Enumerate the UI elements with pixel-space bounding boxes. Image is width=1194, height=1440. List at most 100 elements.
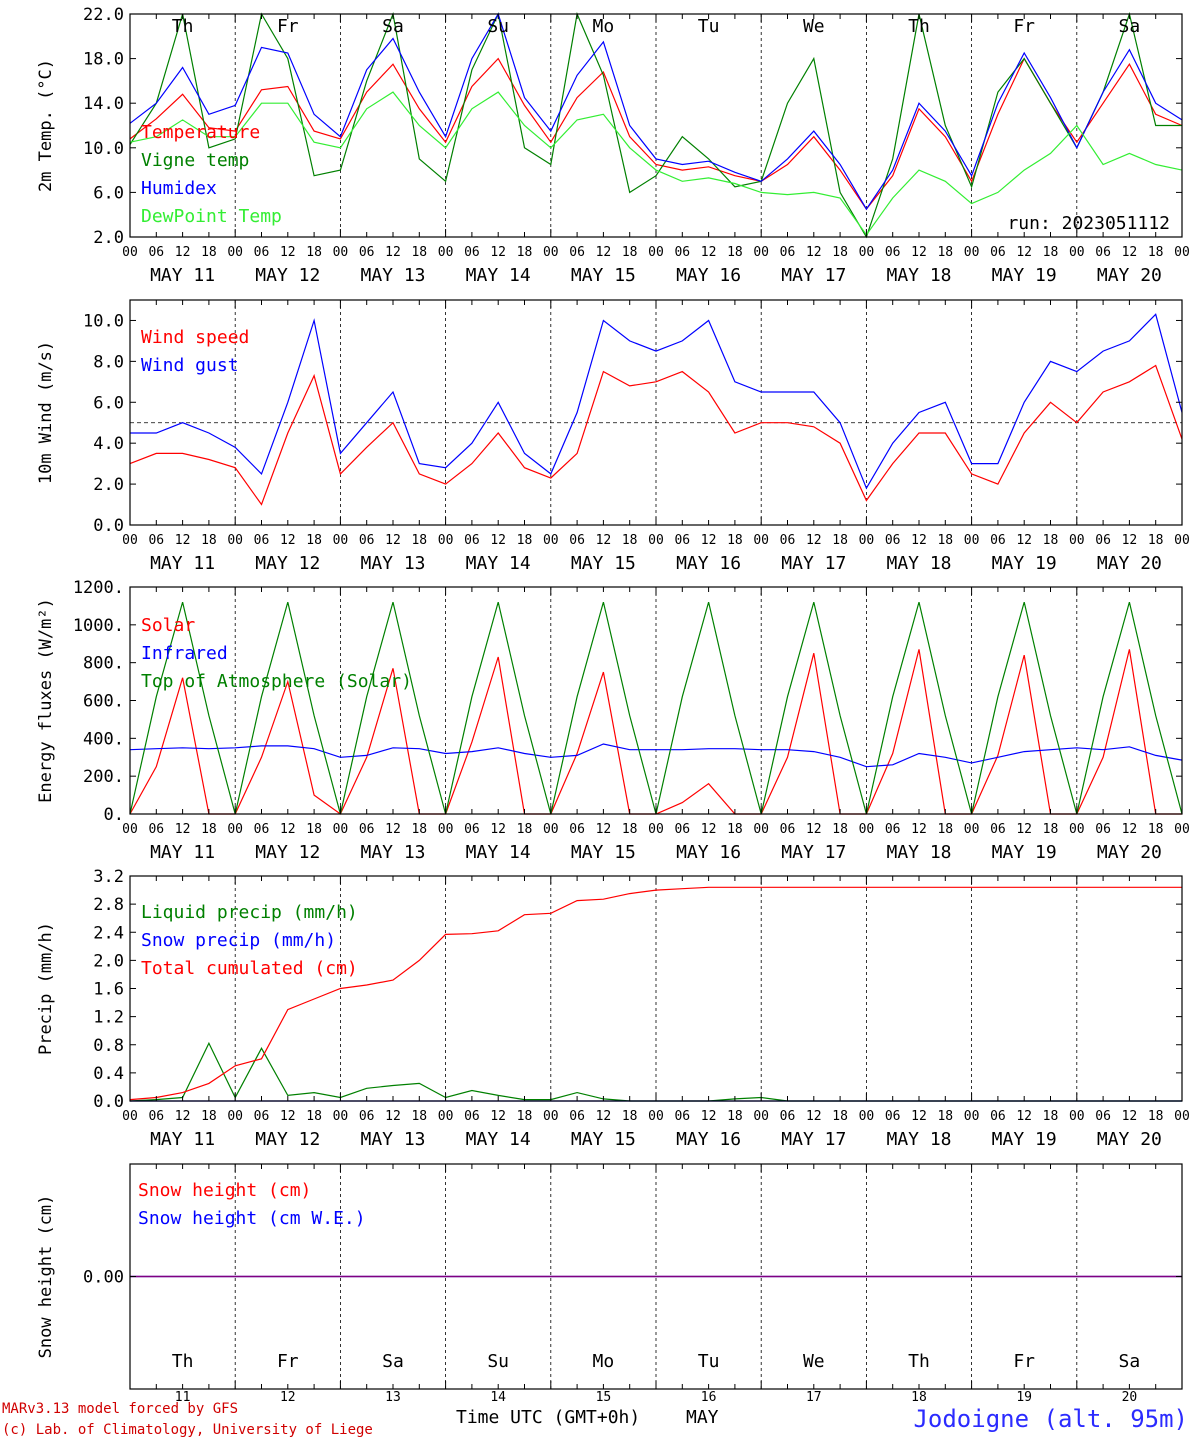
y-tick-label: 10.0 (83, 139, 124, 159)
hour-tick-label: 06 (885, 533, 901, 548)
weekday-label: Fr (1013, 16, 1035, 37)
hour-tick-label: 00 (648, 822, 664, 837)
hour-tick-label: 00 (227, 822, 243, 837)
hour-tick-label: 18 (201, 1109, 217, 1124)
hour-tick-label: 12 (280, 533, 296, 548)
hour-tick-label: 12 (911, 245, 927, 260)
footer: MARv3.13 model forced by GFS (c) Lab. of… (2, 1401, 1188, 1438)
day-number-label: 20 (1122, 1390, 1138, 1405)
hour-tick-label: 12 (175, 822, 191, 837)
hour-tick-label: 06 (674, 1109, 690, 1124)
y-tick-label: 0.4 (93, 1064, 124, 1084)
hour-tick-label: 12 (385, 245, 401, 260)
series-wind-speed (129, 364, 1183, 506)
hour-tick-label: 12 (806, 1109, 822, 1124)
hour-tick-label: 12 (1016, 245, 1032, 260)
date-label: MAY 20 (1097, 553, 1162, 574)
legend-entry: Liquid precip (mm/h) (141, 902, 358, 923)
date-label: MAY 16 (676, 1129, 741, 1150)
y-tick-label: 200. (83, 767, 124, 787)
hour-tick-label: 18 (1043, 822, 1059, 837)
y-tick-label: 8.0 (93, 352, 124, 372)
series-total-cumulated-cm (129, 886, 1182, 1101)
y-tick-label: 6.0 (93, 183, 124, 203)
date-label: MAY 12 (255, 265, 320, 286)
hour-tick-label: 06 (780, 1109, 796, 1124)
date-label: MAY 20 (1097, 842, 1162, 863)
hour-tick-label: 06 (254, 1109, 270, 1124)
hour-tick-label: 06 (780, 822, 796, 837)
series-infrared (129, 743, 1183, 768)
date-label: MAY 14 (466, 553, 531, 574)
hour-tick-label: 18 (727, 245, 743, 260)
date-label: MAY 15 (571, 265, 636, 286)
hour-tick-label: 00 (543, 533, 559, 548)
hour-tick-label: 18 (517, 1109, 533, 1124)
hour-tick-label: 00 (333, 822, 349, 837)
hour-tick-label: 18 (832, 822, 848, 837)
weekday-label: Tu (698, 16, 720, 37)
hour-tick-label: 00 (1174, 245, 1190, 260)
hour-tick-label: 06 (359, 533, 375, 548)
hour-tick-label: 18 (622, 1109, 638, 1124)
hour-tick-label: 06 (359, 1109, 375, 1124)
hour-tick-label: 00 (753, 822, 769, 837)
y-tick-label: 0.00 (83, 1268, 124, 1288)
y-tick-label: 2.0 (93, 228, 124, 248)
date-label: MAY 16 (676, 265, 741, 286)
hour-tick-label: 18 (727, 533, 743, 548)
y-axis-label: Energy fluxes (W/m²) (36, 598, 56, 803)
day-number-label: 18 (911, 1390, 927, 1405)
date-label: MAY 15 (571, 842, 636, 863)
y-tick-label: 0.0 (93, 1092, 124, 1112)
weekday-label: Th (172, 16, 194, 37)
y-tick-label: 2.0 (93, 951, 124, 971)
hour-tick-label: 12 (596, 1109, 612, 1124)
station-title: Jodoigne (alt. 95m) (913, 1405, 1188, 1433)
hour-tick-label: 06 (885, 1109, 901, 1124)
weekday-label: Su (487, 1351, 509, 1372)
date-label: MAY 14 (466, 842, 531, 863)
hour-tick-label: 18 (1043, 533, 1059, 548)
hour-tick-label: 00 (227, 533, 243, 548)
hour-tick-label: 12 (490, 533, 506, 548)
y-tick-label: 3.2 (93, 867, 124, 887)
hour-tick-label: 12 (806, 245, 822, 260)
y-tick-label: 1000. (73, 616, 124, 636)
panel-2: 0.0 2.0 4.0 6.0 8.0 10.0 10m Wind (m/s) 00 06 12 1… (36, 299, 1190, 574)
date-label: MAY 18 (886, 1129, 951, 1150)
hour-tick-label: 06 (148, 245, 164, 260)
day-number-label: 12 (280, 1390, 296, 1405)
hour-tick-label: 06 (1095, 822, 1111, 837)
y-axis-label: Snow height (cm) (36, 1195, 56, 1359)
hour-tick-label: 00 (648, 533, 664, 548)
hour-tick-label: 12 (490, 245, 506, 260)
hour-tick-label: 06 (464, 533, 480, 548)
date-label: MAY 11 (150, 265, 215, 286)
date-label: MAY 13 (360, 1129, 425, 1150)
hour-tick-label: 06 (464, 245, 480, 260)
date-label: MAY 19 (992, 553, 1057, 574)
hour-tick-label: 06 (990, 1109, 1006, 1124)
panel-3: 0. 200. 400. 600. 800. 1000. 1200. Energy fluxe… (36, 578, 1190, 863)
date-label: MAY 17 (781, 1129, 846, 1150)
run-annotation: run: 2023051112 (1007, 213, 1170, 234)
y-tick-label: 6.0 (93, 393, 124, 413)
hour-tick-label: 12 (1016, 1109, 1032, 1124)
hour-tick-label: 00 (753, 245, 769, 260)
weekday-label: Sa (382, 1351, 404, 1372)
hour-tick-label: 00 (1174, 1109, 1190, 1124)
plot-frame (129, 299, 1183, 526)
hour-tick-label: 12 (490, 1109, 506, 1124)
weekday-label: Sa (1119, 16, 1141, 37)
hour-tick-label: 18 (306, 245, 322, 260)
hour-tick-label: 00 (227, 1109, 243, 1124)
hour-tick-label: 00 (964, 245, 980, 260)
y-tick-label: 1200. (73, 578, 124, 598)
date-label: MAY 12 (255, 553, 320, 574)
y-axis-label: 10m Wind (m/s) (36, 341, 56, 484)
hour-tick-label: 12 (1122, 533, 1138, 548)
hour-tick-label: 12 (911, 822, 927, 837)
hour-tick-label: 12 (1122, 822, 1138, 837)
